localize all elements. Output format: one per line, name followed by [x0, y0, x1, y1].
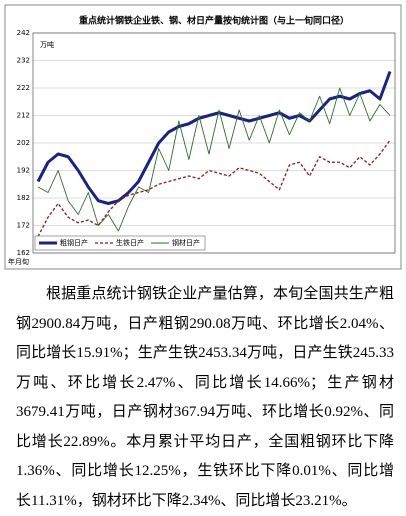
y-tick-label: 222 — [17, 84, 30, 92]
x-axis-label: 年月旬 — [8, 257, 29, 266]
series-line — [37, 139, 391, 237]
chart: 重点统计钢铁企业铁、钢、材日产量按旬统计图（与上一旬同口径） 万吨 年月旬 16… — [4, 4, 402, 270]
legend-label: 粗钢日产 — [60, 238, 88, 247]
y-tick-label: 232 — [17, 57, 30, 65]
y-tick-label: 202 — [17, 139, 30, 147]
y-tick-label: 242 — [17, 29, 30, 37]
y-tick-label: 192 — [17, 167, 30, 175]
series-line — [37, 87, 391, 232]
legend-label: 钢材日产 — [172, 238, 200, 247]
paragraph: 根据重点统计钢铁企业产量估算，本旬全国共生产粗钢2900.84万吨，日产粗钢29… — [16, 286, 394, 509]
y-axis-label: 万吨 — [40, 40, 54, 49]
chart-frame — [4, 4, 402, 270]
y-tick-label: 162 — [17, 249, 30, 257]
legend-label: 生铁日产 — [116, 238, 144, 247]
y-tick-label: 212 — [17, 112, 30, 120]
legend-box — [34, 235, 206, 251]
plot-area — [32, 32, 396, 254]
series-line — [36, 70, 392, 205]
chart-title: 重点统计钢铁企业铁、钢、材日产量按旬统计图（与上一旬同口径） — [79, 15, 349, 27]
y-tick-label: 172 — [17, 222, 30, 230]
y-tick-label: 182 — [17, 194, 30, 202]
